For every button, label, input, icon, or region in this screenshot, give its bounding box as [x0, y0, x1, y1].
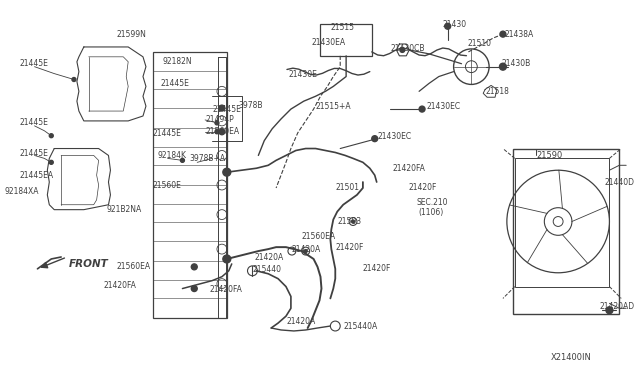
Text: 21420FA: 21420FA	[392, 164, 426, 173]
Bar	[515, 158, 609, 286]
Text: 21445E: 21445E	[212, 105, 241, 113]
Text: 21420FA: 21420FA	[104, 281, 136, 290]
Text: 21515+A: 21515+A	[316, 102, 351, 110]
Circle shape	[219, 129, 225, 135]
Text: SEC.210: SEC.210	[416, 198, 447, 207]
Circle shape	[72, 77, 76, 81]
Text: 21445EA: 21445EA	[20, 171, 54, 180]
Circle shape	[606, 307, 613, 314]
Bar	[513, 148, 620, 314]
Circle shape	[372, 136, 378, 142]
Text: 21590: 21590	[536, 151, 563, 160]
Circle shape	[499, 63, 506, 70]
Text: 3978B: 3978B	[239, 101, 263, 110]
Circle shape	[49, 134, 53, 138]
Text: 21440D: 21440D	[605, 177, 634, 186]
Text: 21518: 21518	[485, 87, 509, 96]
Text: 21445E: 21445E	[153, 129, 182, 138]
Text: 21445E: 21445E	[20, 149, 49, 158]
Circle shape	[419, 106, 425, 112]
Circle shape	[219, 105, 225, 111]
Text: 21430: 21430	[443, 20, 467, 29]
Text: 21430B: 21430B	[502, 59, 531, 68]
Text: X21400IN: X21400IN	[551, 353, 591, 362]
Text: 21420A: 21420A	[292, 245, 321, 254]
Text: 21430EC: 21430EC	[427, 102, 461, 110]
Circle shape	[500, 31, 506, 37]
Text: FRONT: FRONT	[69, 259, 109, 269]
Text: 21599N: 21599N	[116, 30, 146, 39]
Circle shape	[223, 168, 231, 176]
Text: 21438A: 21438A	[505, 30, 534, 39]
Text: 21420AD: 21420AD	[600, 302, 635, 311]
Text: 21560EA: 21560EA	[301, 232, 336, 241]
Text: 215440: 215440	[252, 265, 282, 274]
Text: 21503: 21503	[337, 217, 362, 226]
Text: 21420FA: 21420FA	[209, 285, 242, 294]
Circle shape	[215, 130, 219, 134]
Circle shape	[191, 264, 197, 270]
Text: 21430E: 21430E	[289, 70, 318, 79]
Text: 21420A: 21420A	[255, 253, 284, 263]
Circle shape	[400, 48, 405, 52]
Circle shape	[223, 255, 231, 263]
Text: 21445E: 21445E	[20, 118, 49, 127]
Text: 92184K: 92184K	[158, 151, 187, 160]
Text: 21430EA: 21430EA	[312, 38, 346, 46]
Text: 21445E: 21445E	[161, 79, 189, 88]
Text: 21510: 21510	[467, 39, 492, 48]
Text: 21560EA: 21560EA	[116, 262, 150, 271]
Text: 21420F: 21420F	[408, 183, 436, 192]
Text: 21494P: 21494P	[205, 115, 234, 124]
Text: 21515: 21515	[330, 23, 355, 32]
Text: 3978B+A: 3978B+A	[189, 154, 225, 163]
Bar	[321, 24, 372, 56]
Text: 92184XA: 92184XA	[5, 187, 40, 196]
Text: 21501: 21501	[335, 183, 359, 192]
Circle shape	[215, 121, 219, 125]
Text: 921B2NA: 921B2NA	[106, 205, 141, 214]
Circle shape	[49, 160, 53, 164]
Text: 215440A: 215440A	[343, 321, 378, 331]
Text: 92182N: 92182N	[163, 57, 193, 66]
Text: 21420F: 21420F	[363, 264, 391, 273]
Circle shape	[304, 250, 307, 253]
Text: 21420A: 21420A	[287, 317, 316, 326]
Circle shape	[445, 23, 451, 29]
Circle shape	[351, 220, 355, 223]
Text: 21560EA: 21560EA	[205, 127, 239, 136]
Bar	[153, 52, 227, 318]
Text: 21560E: 21560E	[153, 180, 182, 189]
Text: 21445E: 21445E	[20, 59, 49, 68]
Text: 21430EC: 21430EC	[378, 132, 412, 141]
Text: 21430CB: 21430CB	[390, 44, 425, 54]
Text: (1106): (1106)	[418, 208, 444, 217]
Circle shape	[180, 158, 184, 162]
Circle shape	[191, 286, 197, 292]
Text: 21420F: 21420F	[335, 243, 364, 251]
